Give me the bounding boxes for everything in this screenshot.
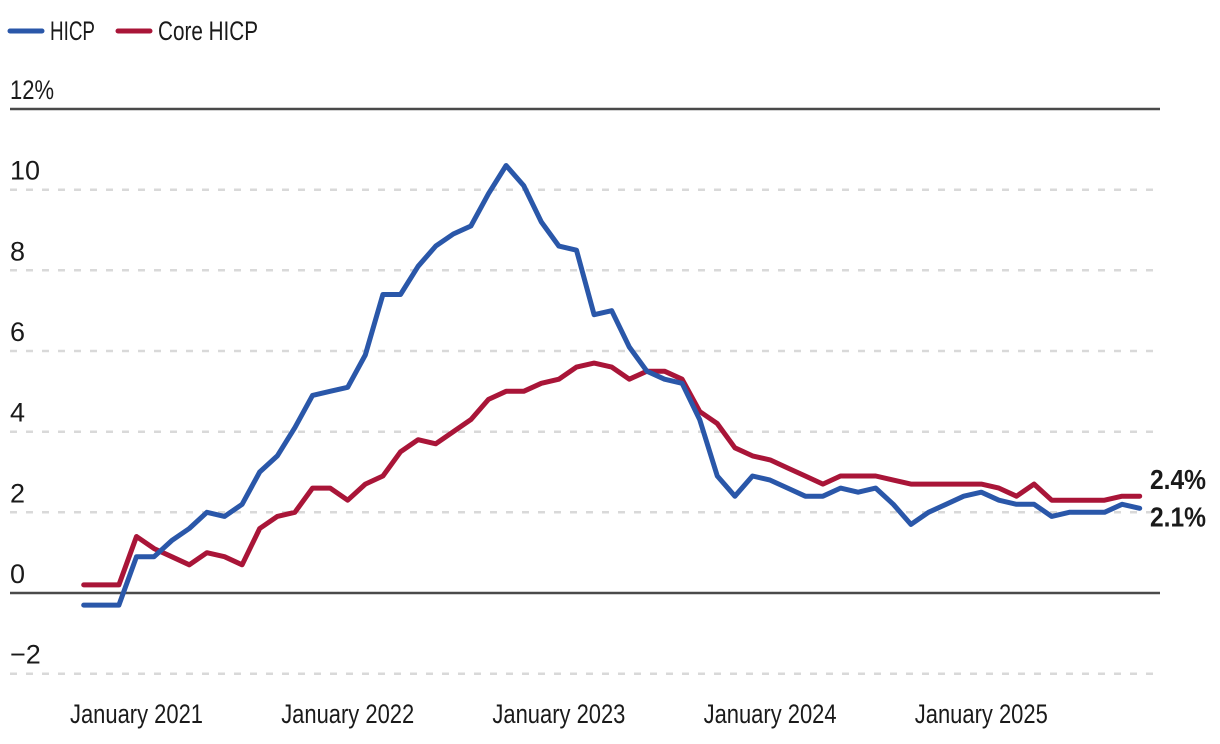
core-hicp-end-label: 2.4%: [1150, 464, 1206, 495]
hicp-end-label: 2.1%: [1150, 501, 1206, 532]
legend-label: HICP: [50, 16, 95, 46]
y-tick-label: 8: [10, 236, 25, 266]
legend-item-hicp[interactable]: HICP: [7, 16, 95, 46]
chart-legend: HICP Core HICP: [7, 16, 258, 46]
hicp-line: [81, 163, 1143, 608]
y-tick-label: 2: [10, 478, 25, 508]
core-hicp-line: [81, 360, 1143, 588]
x-tick-label: January 2025: [915, 699, 1048, 729]
legend-label: Core HICP: [158, 16, 258, 46]
y-tick-label: 6: [10, 317, 25, 347]
x-tick-label: January 2024: [704, 699, 837, 729]
gridlines: [10, 107, 1160, 675]
x-tick-label: January 2021: [70, 699, 203, 729]
series-end-labels: 2.4% 2.1%: [1150, 464, 1206, 532]
x-tick-label: January 2022: [281, 699, 414, 729]
y-tick-label: −2: [10, 640, 41, 670]
x-tick-label: January 2023: [492, 699, 625, 729]
y-tick-label: 10: [10, 156, 40, 186]
y-tick-label: 4: [10, 398, 25, 428]
legend-item-core-hicp[interactable]: Core HICP: [115, 16, 258, 46]
y-axis-labels: 12% 10 8 6 4 2 0 −2: [10, 75, 54, 670]
series-lines: [81, 163, 1143, 608]
y-tick-label: 0: [10, 559, 25, 589]
x-axis-labels: January 2021 January 2022 January 2023 Janu…: [70, 699, 1048, 729]
y-tick-label: 12%: [10, 75, 54, 105]
